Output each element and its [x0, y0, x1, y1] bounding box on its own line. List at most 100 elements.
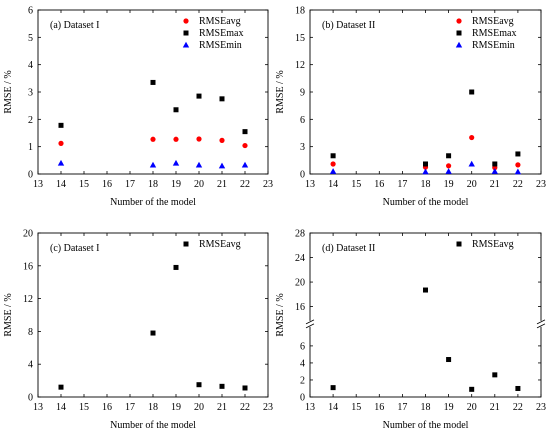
data-point [242, 129, 248, 135]
data-point [492, 161, 498, 167]
legend-marker [456, 241, 462, 247]
data-point [423, 161, 428, 167]
axis-break-mark [305, 323, 315, 329]
legend-label: RMSEavg [199, 239, 241, 250]
y-tick-label: 0 [300, 393, 305, 404]
legend-label: RMSEavg [472, 16, 514, 27]
x-tick-label: 14 [328, 402, 338, 413]
x-tick-label: 19 [171, 402, 181, 413]
legend-label: RMSEmax [472, 28, 516, 39]
data-point [196, 382, 202, 388]
plot-frame [37, 232, 269, 398]
data-point [173, 107, 179, 113]
x-axis-label: Number of the model [383, 197, 469, 208]
y-tick-label: 8 [28, 327, 33, 338]
y-axis-label: RMSE / % [275, 293, 286, 336]
data-point [219, 96, 225, 102]
data-point [58, 140, 64, 146]
y-tick-label: 28 [295, 229, 305, 240]
data-point [173, 264, 179, 270]
panel-title: (d) Dataset II [322, 243, 375, 254]
x-tick-label: 22 [240, 179, 250, 190]
x-tick-label: 17 [397, 402, 407, 413]
axis-break-gap [306, 320, 314, 327]
y-tick-label: 24 [295, 253, 305, 264]
x-tick-label: 21 [217, 402, 227, 413]
y-tick-label: 2 [28, 115, 33, 126]
x-tick-label: 14 [328, 179, 338, 190]
x-tick-label: 20 [467, 402, 477, 413]
data-point [150, 79, 156, 85]
legend-marker [183, 241, 189, 247]
y-tick-label: 6 [300, 341, 305, 352]
data-point [330, 161, 336, 167]
x-tick-label: 16 [374, 179, 384, 190]
x-tick-label: 13 [305, 402, 315, 413]
y-tick-label: 0 [300, 170, 305, 181]
data-point [172, 159, 180, 166]
data-point [219, 383, 225, 389]
y-tick-label: 16 [23, 261, 33, 272]
x-tick-label: 17 [125, 402, 135, 413]
data-point [492, 372, 498, 378]
data-point [173, 136, 179, 142]
data-point [469, 386, 475, 392]
y-tick-label: 6 [300, 115, 305, 126]
data-point [329, 168, 337, 174]
y-tick-label: 1 [28, 142, 33, 153]
y-tick-label: 0 [28, 393, 33, 404]
legend-marker [183, 30, 189, 36]
x-tick-label: 15 [79, 179, 89, 190]
legend-label: RMSEmin [199, 40, 242, 51]
data-point [150, 330, 156, 336]
x-tick-label: 18 [421, 402, 431, 413]
data-point [195, 161, 203, 168]
x-tick-label: 21 [490, 402, 500, 413]
x-tick-label: 20 [467, 179, 477, 190]
y-tick-label: 15 [295, 33, 305, 44]
y-axis-label: RMSE / % [275, 70, 286, 113]
legend-label: RMSEavg [472, 239, 514, 250]
y-tick-label: 4 [28, 60, 33, 71]
x-tick-label: 15 [351, 179, 361, 190]
axis-break-mark [536, 323, 546, 329]
y-tick-label: 6 [28, 6, 33, 17]
data-point [330, 385, 336, 391]
legend-marker [456, 18, 462, 24]
data-point [515, 151, 521, 157]
x-tick-label: 15 [351, 402, 361, 413]
y-tick-label: 3 [28, 88, 33, 99]
x-tick-label: 18 [148, 179, 158, 190]
panel-title: (a) Dataset I [50, 20, 99, 31]
x-tick-label: 23 [536, 402, 546, 413]
x-tick-label: 16 [102, 179, 112, 190]
y-tick-label: 20 [295, 278, 305, 289]
x-tick-label: 22 [240, 402, 250, 413]
x-tick-label: 23 [263, 402, 273, 413]
y-tick-label: 9 [300, 88, 305, 99]
y-axis-label: RMSE / % [3, 293, 14, 336]
data-point [242, 385, 248, 391]
x-tick-label: 23 [263, 179, 273, 190]
data-point [468, 160, 475, 167]
x-tick-label: 23 [536, 179, 546, 190]
data-point [219, 137, 225, 143]
legend-marker [456, 30, 462, 36]
panel-dataset-title: Dataset I [64, 20, 100, 31]
data-point [446, 153, 452, 159]
x-tick-label: 18 [421, 179, 431, 190]
y-tick-label: 20 [23, 229, 33, 240]
y-tick-label: 4 [28, 360, 33, 371]
panel-b: 13 14 15 16 17 18 19 20 21 22 23 Number of the mode… [275, 6, 546, 209]
panel-dataset-title: Dataset II [336, 20, 375, 31]
legend-label: RMSEmax [199, 28, 243, 39]
data-point [422, 168, 429, 175]
panel-label: (c) [50, 243, 64, 254]
y-tick-label: 18 [295, 6, 305, 17]
data-point [446, 357, 452, 363]
x-tick-label: 19 [171, 179, 181, 190]
data-point [196, 93, 202, 99]
x-axis-label: Number of the model [110, 197, 196, 208]
y-tick-label: 3 [300, 142, 305, 153]
